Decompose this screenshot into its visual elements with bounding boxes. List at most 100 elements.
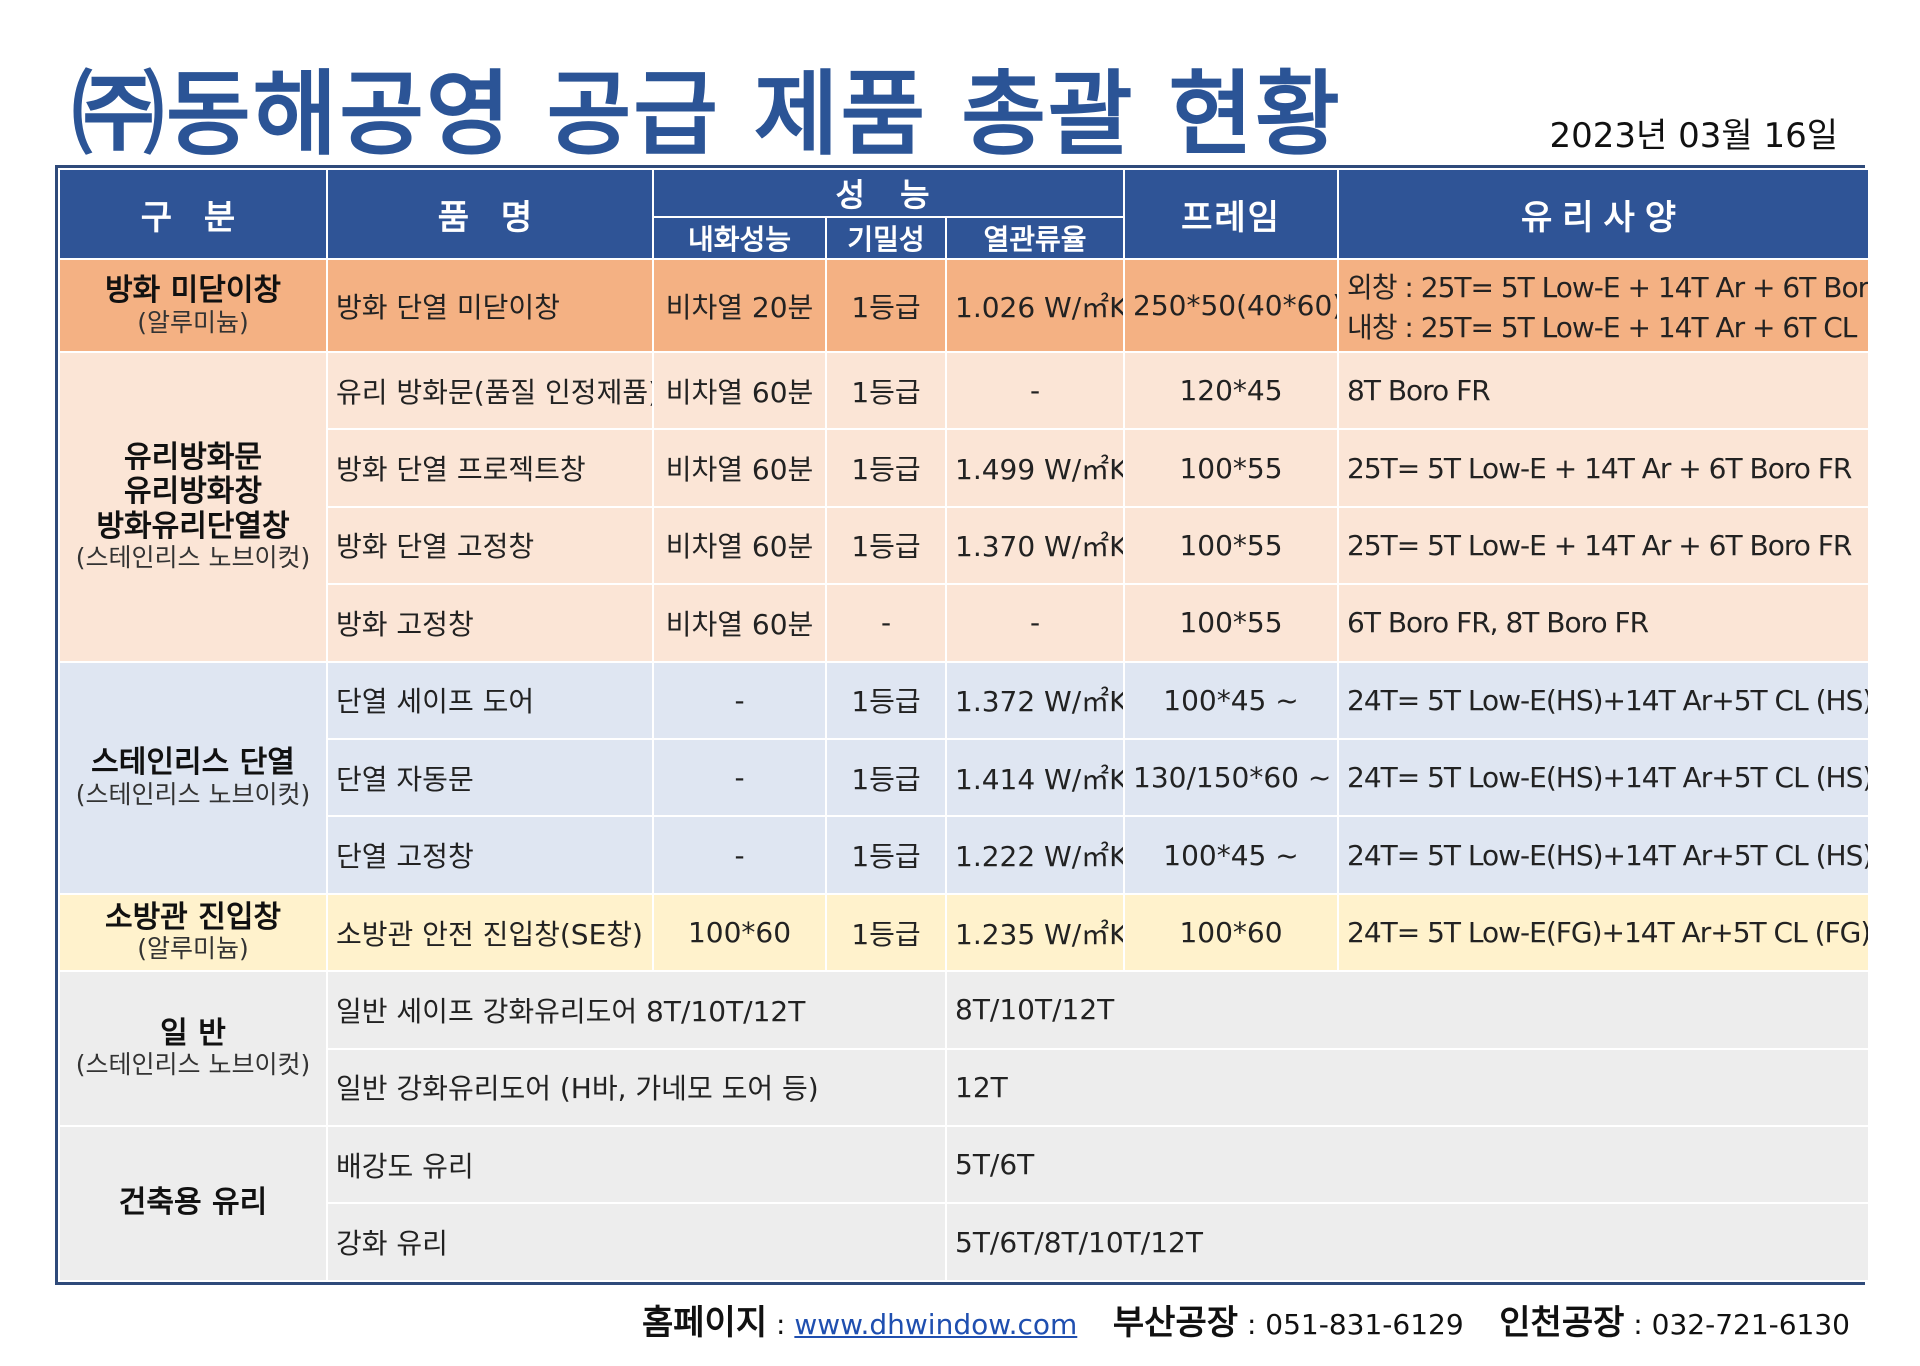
separator: : <box>1633 1308 1652 1341</box>
table-row: 건축용 유리 배강도 유리 5T/6T <box>58 1125 1870 1282</box>
glass-spec: 외창 : 25T= 5T Low-E + 14T Ar + 6T Boro FR… <box>1337 258 1870 353</box>
fire-rating: 비차열 60분 <box>652 428 827 508</box>
airtightness: 1등급 <box>825 428 947 508</box>
fire-rating: 100*60 <box>652 892 827 973</box>
thermal-value: 1.372 W/㎡K <box>945 660 1125 740</box>
fire-rating: 비차열 60분 <box>652 505 827 586</box>
fire-rating: - <box>652 660 827 740</box>
table-row: 스테인리스 단열 (스테인리스 노브이컷) 단열 세이프 도어 - 1등급 1.… <box>58 660 1870 895</box>
header-subrow: 내화성능 기밀성 열관류율 <box>59 216 1869 261</box>
header-row: 구 분 품 명 성 능 프레임 유리사양 <box>58 167 1870 261</box>
category-cell: 건축용 유리 <box>58 1125 328 1282</box>
product-name: 단열 자동문 <box>326 737 654 818</box>
header-performance: 성 능 <box>652 167 1125 219</box>
table-row: 방화 미닫이창 (알루미늄) 방화 단열 미닫이창 비차열 20분 1등급 1.… <box>58 258 1870 353</box>
fire-rating: 비차열 60분 <box>652 583 827 663</box>
incheon-factory-phone: 032-721-6130 <box>1651 1308 1850 1341</box>
product-spec: 8T/10T/12T <box>945 970 1870 1050</box>
frame-size: 130/150*60 ~ <box>1123 737 1339 818</box>
frame-size: 100*55 <box>1123 583 1339 663</box>
product-name: 단열 고정창 <box>326 815 654 895</box>
busan-factory-label: 부산공장 <box>1112 1303 1239 1343</box>
table-row: 방화 단열 고정창 비차열 60분 1등급 1.370 W/㎡K 100*55 … <box>59 505 1870 586</box>
category-title: 건축용 유리 <box>118 1185 268 1221</box>
frame-size: 100*60 <box>1123 892 1339 973</box>
frame-size: 100*55 <box>1123 428 1339 508</box>
thermal-value: 1.414 W/㎡K <box>945 737 1125 818</box>
glass-spec: 24T= 5T Low-E(HS)+14T Ar+5T CL (HS) <box>1337 660 1870 740</box>
airtightness: 1등급 <box>825 892 947 973</box>
thermal-value: - <box>945 583 1125 663</box>
page-title: ㈜동해공영 공급 제품 총괄 현황 <box>72 61 1342 168</box>
category-cell: 일 반 (스테인리스 노브이컷) <box>58 970 328 1128</box>
product-name: 단열 세이프 도어 <box>326 660 654 740</box>
table-row: 단열 자동문 - 1등급 1.414 W/㎡K 130/150*60 ~ 24T… <box>59 737 1870 818</box>
fire-rating: 비차열 60분 <box>652 350 827 431</box>
frame-size: 250*50(40*60) <box>1123 258 1339 353</box>
glass-spec: 25T= 5T Low-E + 14T Ar + 6T Boro FR <box>1337 428 1870 508</box>
header-glass: 유리사양 <box>1337 167 1870 261</box>
table-row: 일반 강화유리도어 (H바, 가네모 도어 등) 12T <box>59 1047 1870 1128</box>
product-name: 유리 방화문(품질 인정제품) <box>326 350 654 431</box>
airtightness: 1등급 <box>825 505 947 586</box>
category-title: 유리방화문 <box>124 439 262 475</box>
category-subtitle: (스테인리스 노브이컷) <box>75 543 311 573</box>
table-row: 소방관 진입창 (알루미늄) 소방관 안전 진입창(SE창) 100*60 1등… <box>58 892 1870 973</box>
thermal-value: 1.499 W/㎡K <box>945 428 1125 508</box>
glass-spec-inner: 내창 : 25T= 5T Low-E + 14T Ar + 6T CL <box>1347 310 1857 344</box>
thermal-value: 1.222 W/㎡K <box>945 815 1125 895</box>
category-title: 유리방화창 <box>124 474 262 510</box>
glass-spec: 24T= 5T Low-E(FG)+14T Ar+5T CL (FG) <box>1337 892 1870 973</box>
glass-spec: 6T Boro FR, 8T Boro FR <box>1337 583 1870 663</box>
fire-rating: 비차열 20분 <box>652 258 827 353</box>
document-date: 2023년 03월 16일 <box>1549 116 1838 156</box>
table-row: 방화 고정창 비차열 60분 - - 100*55 6T Boro FR, 8T… <box>59 583 1870 663</box>
thermal-value: 1.370 W/㎡K <box>945 505 1125 586</box>
table-row: 단열 고정창 - 1등급 1.222 W/㎡K 100*45 ~ 24T= 5T… <box>59 815 1870 895</box>
header-category: 구 분 <box>58 167 328 261</box>
header-frame: 프레임 <box>1123 167 1339 261</box>
airtightness: 1등급 <box>825 660 947 740</box>
homepage-link[interactable]: www.dhwindow.com <box>794 1308 1078 1341</box>
product-spec: 5T/6T/8T/10T/12T <box>945 1202 1870 1282</box>
spacer <box>1086 1308 1104 1341</box>
glass-spec-outer: 외창 : 25T= 5T Low-E + 14T Ar + 6T Boro FR <box>1347 270 1869 304</box>
table-row: 일 반 (스테인리스 노브이컷) 일반 세이프 강화유리도어 8T/10T/12… <box>58 970 1870 1128</box>
table-row: 강화 유리 5T/6T/8T/10T/12T <box>59 1202 1870 1282</box>
category-subtitle: (알루미늄) <box>137 934 249 964</box>
airtightness: 1등급 <box>825 350 947 431</box>
spec-table: 구 분 품 명 성 능 프레임 유리사양 내화성능 기밀성 열관류율 방화 미닫… <box>58 167 1870 1282</box>
separator: : <box>1246 1308 1266 1341</box>
frame-size: 100*45 ~ <box>1123 660 1339 740</box>
table-row: 유리방화문 유리방화창 방화유리단열창 (스테인리스 노브이컷) 유리 방화문(… <box>58 350 1870 663</box>
fire-rating: - <box>652 815 827 895</box>
category-subtitle: (스테인리스 노브이컷) <box>75 779 311 809</box>
separator: : <box>776 1308 795 1341</box>
frame-size: 100*55 <box>1123 505 1339 586</box>
airtightness: 1등급 <box>825 737 947 818</box>
glass-spec: 25T= 5T Low-E + 14T Ar + 6T Boro FR <box>1337 505 1870 586</box>
category-cell: 유리방화문 유리방화창 방화유리단열창 (스테인리스 노브이컷) <box>58 350 328 663</box>
product-spec: 5T/6T <box>945 1125 1870 1205</box>
header-product: 품 명 <box>326 167 654 261</box>
glass-spec: 24T= 5T Low-E(HS)+14T Ar+5T CL (HS) <box>1337 737 1870 818</box>
category-subtitle: (알루미늄) <box>137 307 249 337</box>
header-air: 기밀성 <box>825 216 947 261</box>
glass-spec: 24T= 5T Low-E(HS)+14T Ar+5T CL (HS) <box>1337 815 1870 895</box>
category-subtitle: (스테인리스 노브이컷) <box>75 1050 311 1080</box>
category-title: 소방관 진입창 <box>104 899 282 935</box>
product-name: 일반 강화유리도어 (H바, 가네모 도어 등) <box>326 1047 947 1128</box>
product-name: 방화 단열 고정창 <box>326 505 654 586</box>
product-name: 소방관 안전 진입창(SE창) <box>326 892 654 973</box>
category-title: 일 반 <box>160 1015 226 1051</box>
frame-size: 120*45 <box>1123 350 1339 431</box>
header-thermal: 열관류율 <box>945 216 1125 261</box>
frame-size: 100*45 ~ <box>1123 815 1339 895</box>
product-name: 방화 단열 미닫이창 <box>326 258 654 353</box>
thermal-value: - <box>945 350 1125 431</box>
product-name: 강화 유리 <box>326 1202 947 1282</box>
thermal-value: 1.026 W/㎡K <box>945 258 1125 353</box>
airtightness: - <box>825 583 947 663</box>
spacer <box>1473 1308 1491 1341</box>
